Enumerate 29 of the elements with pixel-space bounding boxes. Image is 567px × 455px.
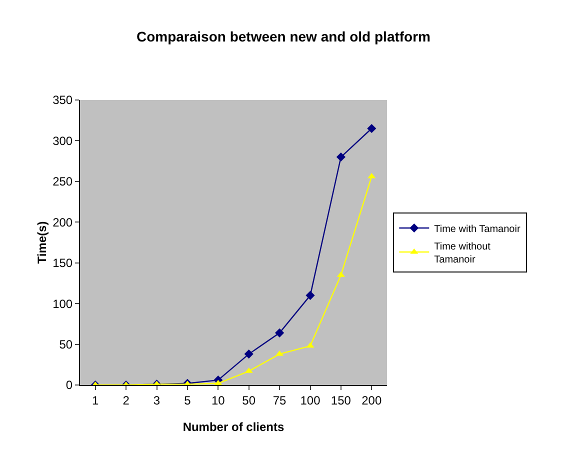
x-tick-label: 75 bbox=[272, 393, 287, 408]
x-tick-label: 50 bbox=[242, 393, 256, 408]
x-tick-label: 100 bbox=[300, 393, 321, 408]
y-tick-label: 0 bbox=[66, 378, 73, 392]
point bbox=[244, 350, 254, 359]
y-tick-label: 350 bbox=[52, 93, 73, 108]
y-tick-label: 50 bbox=[59, 337, 73, 352]
legend-label: Time with Tamanoir bbox=[434, 224, 521, 235]
x-tick-label: 1 bbox=[92, 393, 100, 408]
x-axis-title: Number of clients bbox=[182, 420, 284, 434]
y-tick-label: 150 bbox=[52, 256, 73, 270]
y-tick-label: 100 bbox=[52, 296, 73, 311]
point bbox=[367, 124, 376, 134]
x-tick-label: 2 bbox=[122, 393, 130, 408]
point bbox=[336, 152, 346, 162]
x-tick-label: 10 bbox=[211, 393, 226, 408]
x-tick-label: 200 bbox=[362, 393, 382, 408]
x-tick-label: 3 bbox=[153, 393, 160, 408]
point bbox=[275, 328, 284, 338]
chart-title: Comparaison between new and old platform bbox=[136, 28, 431, 45]
y-tick-label: 300 bbox=[52, 134, 73, 148]
x-tick-label: 150 bbox=[330, 393, 352, 408]
point bbox=[306, 342, 314, 348]
point bbox=[306, 290, 315, 300]
legend-label: Time without Tamanoir bbox=[434, 241, 491, 266]
x-tick-label: 5 bbox=[184, 393, 192, 408]
y-axis-title: Time(s) bbox=[35, 221, 49, 264]
y-tick-label: 200 bbox=[52, 215, 73, 230]
y-tick-label: 250 bbox=[52, 174, 73, 189]
